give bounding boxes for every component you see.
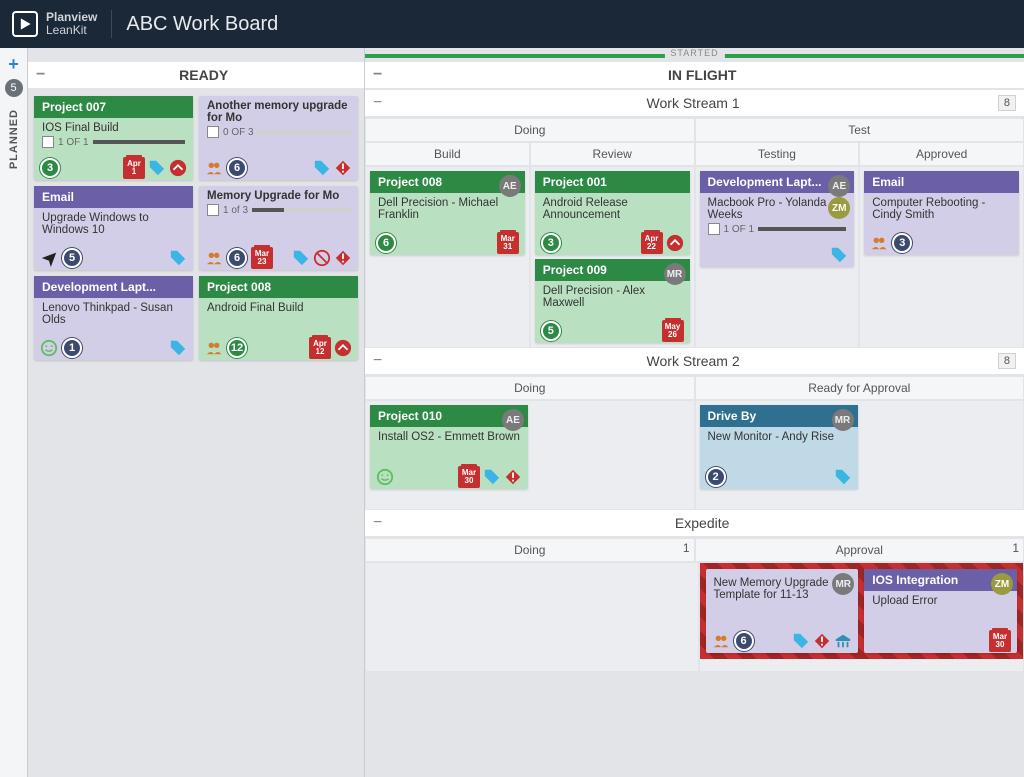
tag-icon [169, 249, 187, 267]
collapse-icon[interactable]: − [373, 352, 382, 370]
alert-icon [504, 468, 522, 486]
cell-expedite-doing[interactable] [365, 562, 699, 672]
card-memory-upgrade[interactable]: Another memory upgrade for Mo 0 OF 3 6 [199, 96, 358, 180]
planned-count: 5 [5, 79, 23, 97]
card-email-reboot[interactable]: Email Computer Rebooting - Cindy Smith 3 [864, 171, 1019, 255]
people-icon [205, 249, 223, 267]
card-project-001[interactable]: Project 001 Android Release Announcement… [535, 171, 690, 255]
logo[interactable]: Planview LeanKit [12, 11, 97, 37]
card-project-008a[interactable]: Project 008 Android Final Build 12 Apr12 [199, 276, 358, 360]
date-icon: Mar23 [251, 247, 273, 269]
card-expedite-memory[interactable]: MR New Memory Upgrade Template for 11-13… [706, 569, 859, 653]
cell-ws2-doing[interactable]: Project 010 AE Install OS2 - Emmett Brow… [365, 400, 695, 510]
tag-icon [483, 468, 501, 486]
brand-text: Planview LeanKit [46, 11, 97, 37]
alert-icon [334, 249, 352, 267]
card-project-008b[interactable]: Project 008 AE Dell Precision - Michael … [370, 171, 525, 255]
count-badge: 6 [227, 158, 247, 178]
avatar: AE [502, 409, 524, 431]
avatar: MR [664, 263, 686, 285]
chevron-up-icon[interactable] [169, 159, 187, 177]
chevron-up-icon[interactable] [666, 234, 684, 252]
smile-icon [376, 468, 394, 486]
divider [111, 10, 112, 38]
count-badge: 5 [62, 248, 82, 268]
collapse-icon[interactable]: − [373, 514, 382, 532]
card-memory-mo[interactable]: Memory Upgrade for Mo 1 of 3 6 Mar23 [199, 186, 358, 270]
card-project-010[interactable]: Project 010 AE Install OS2 - Emmett Brow… [370, 405, 528, 489]
date-icon: Apr1 [123, 157, 145, 179]
work-stream-2: − Work Stream 2 8 Doing Ready for Approv… [365, 348, 1024, 510]
expedite-lane: − Expedite Doing 1 Approval 1 [365, 510, 1024, 672]
planned-rail[interactable]: + 5 PLANNED [0, 48, 28, 777]
cell-testing[interactable]: Development Lapt... AE ZM Macbook Pro - … [695, 166, 860, 348]
started-bar: STARTED [365, 48, 1024, 62]
tag-icon [292, 249, 310, 267]
card-dev-laptop-1[interactable]: Development Lapt... Lenovo Thinkpad - Su… [34, 276, 193, 360]
subtask-indicator: 1 OF 1 [42, 136, 185, 148]
avatar: ZM [991, 573, 1013, 595]
tag-icon [313, 159, 331, 177]
board-title: ABC Work Board [126, 13, 278, 36]
avatar: AE [499, 175, 521, 197]
planned-label: PLANNED [8, 109, 20, 169]
ready-column: − READY Project 007 IOS Final Build 1 OF… [28, 48, 364, 777]
smile-icon [40, 339, 58, 357]
count-badge: 1 [62, 338, 82, 358]
avatar: MR [832, 409, 854, 431]
work-stream-1: − Work Stream 1 8 Doing Test Build Revie… [365, 90, 1024, 348]
tag-icon [792, 632, 810, 650]
people-icon [205, 159, 223, 177]
card-project-007[interactable]: Project 007 IOS Final Build 1 OF 1 3 Apr… [34, 96, 193, 180]
date-icon: Apr12 [309, 337, 331, 359]
bank-icon [834, 632, 852, 650]
cell-review[interactable]: Project 001 Android Release Announcement… [530, 166, 695, 348]
cell-ws2-rfa[interactable]: Drive By MR New Monitor - Andy Rise 2 [695, 400, 1024, 510]
blocked-icon [313, 249, 331, 267]
count-badge: 3 [40, 158, 60, 178]
people-icon [205, 339, 223, 357]
tag-icon [169, 339, 187, 357]
count-badge: 6 [227, 248, 247, 268]
card-email-windows[interactable]: Email Upgrade Windows to Windows 10 5 [34, 186, 193, 270]
collapse-icon[interactable]: − [36, 66, 45, 84]
play-icon [12, 11, 38, 37]
started-column: STARTED − IN FLIGHT − Work Stream 1 8 Do… [364, 48, 1024, 777]
cell-expedite-approval[interactable]: MR New Memory Upgrade Template for 11-13… [699, 562, 1024, 672]
card-drive-by[interactable]: Drive By MR New Monitor - Andy Rise 2 [700, 405, 858, 489]
collapse-icon[interactable]: − [373, 94, 382, 112]
card-project-009[interactable]: Project 009 MR Dell Precision - Alex Max… [535, 259, 690, 343]
plane-icon [40, 249, 58, 267]
add-icon[interactable]: + [8, 54, 19, 75]
card-expedite-ios[interactable]: IOS Integration ZM Upload Error Mar30 [864, 569, 1017, 653]
ready-header: − READY [28, 62, 364, 90]
alert-icon [813, 632, 831, 650]
cell-approved[interactable]: Email Computer Rebooting - Cindy Smith 3 [859, 166, 1024, 348]
cell-build[interactable]: Project 008 AE Dell Precision - Michael … [365, 166, 530, 348]
tag-icon [830, 246, 848, 264]
alert-icon [334, 159, 352, 177]
tag-icon [148, 159, 166, 177]
chevron-up-icon[interactable] [334, 339, 352, 357]
tag-icon [834, 468, 852, 486]
topbar: Planview LeanKit ABC Work Board [0, 0, 1024, 48]
inflight-header: − IN FLIGHT [365, 62, 1024, 90]
count-badge: 12 [227, 338, 247, 358]
card-dev-laptop-2[interactable]: Development Lapt... AE ZM Macbook Pro - … [700, 171, 855, 267]
collapse-icon[interactable]: − [373, 66, 382, 84]
people-icon [712, 632, 730, 650]
people-icon [870, 234, 888, 252]
